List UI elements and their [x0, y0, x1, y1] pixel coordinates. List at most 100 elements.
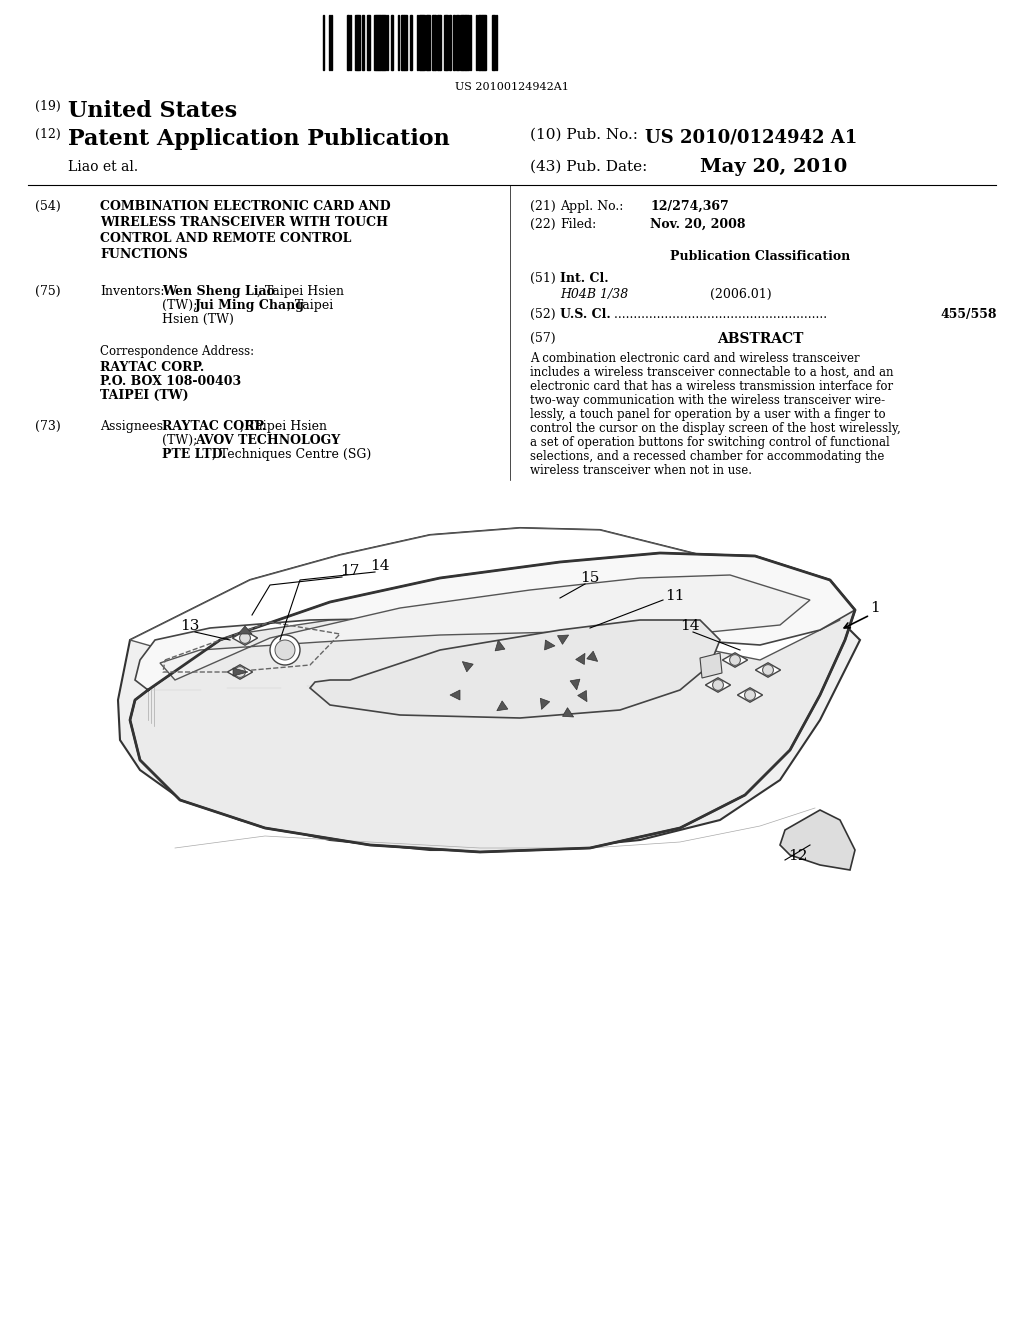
Text: (22): (22) [530, 218, 556, 231]
Text: Int. Cl.: Int. Cl. [560, 272, 608, 285]
Text: 12/274,367: 12/274,367 [650, 201, 729, 213]
Text: selections, and a recessed chamber for accommodating the: selections, and a recessed chamber for a… [530, 450, 885, 463]
Polygon shape [541, 698, 550, 709]
Text: Filed:: Filed: [560, 218, 596, 231]
Polygon shape [562, 708, 573, 717]
Text: Inventors:: Inventors: [100, 285, 165, 298]
Text: 17: 17 [340, 564, 359, 578]
Text: May 20, 2010: May 20, 2010 [700, 158, 847, 176]
Text: (54): (54) [35, 201, 60, 213]
Text: RAYTAC CORP.: RAYTAC CORP. [100, 360, 204, 374]
Text: Assignees:: Assignees: [100, 420, 167, 433]
Text: P.O. BOX 108-00403: P.O. BOX 108-00403 [100, 375, 241, 388]
Text: Wen Sheng Liao: Wen Sheng Liao [162, 285, 274, 298]
Polygon shape [232, 631, 258, 645]
Polygon shape [557, 635, 568, 644]
Circle shape [713, 680, 723, 690]
Text: includes a wireless transceiver connectable to a host, and an: includes a wireless transceiver connecta… [530, 366, 894, 379]
Polygon shape [227, 665, 253, 680]
Polygon shape [450, 690, 460, 700]
Text: 1: 1 [870, 601, 880, 615]
Text: United States: United States [68, 100, 238, 121]
Text: (43) Pub. Date:: (43) Pub. Date: [530, 160, 647, 174]
Text: Jui Ming Chang: Jui Ming Chang [195, 300, 305, 312]
Text: 14: 14 [680, 619, 699, 634]
Text: CONTROL AND REMOTE CONTROL: CONTROL AND REMOTE CONTROL [100, 232, 351, 246]
Text: Publication Classification: Publication Classification [670, 249, 850, 263]
Text: Correspondence Address:: Correspondence Address: [100, 345, 254, 358]
Polygon shape [118, 528, 860, 850]
Polygon shape [578, 690, 587, 702]
Bar [355, 15, 357, 70]
Text: FUNCTIONS: FUNCTIONS [100, 248, 187, 261]
Text: , Taipei: , Taipei [287, 300, 333, 312]
Bar [433, 15, 435, 70]
Text: A combination electronic card and wireless transceiver: A combination electronic card and wirele… [530, 352, 859, 366]
Text: (21): (21) [530, 201, 556, 213]
Polygon shape [495, 640, 505, 651]
Bar [358, 15, 360, 70]
Text: Liao et al.: Liao et al. [68, 160, 138, 174]
Polygon shape [233, 668, 248, 676]
Polygon shape [130, 553, 855, 851]
Text: H04B 1/38: H04B 1/38 [560, 288, 629, 301]
Circle shape [240, 632, 251, 643]
Text: PTE LTD.: PTE LTD. [162, 447, 226, 461]
Circle shape [270, 635, 300, 665]
Text: 13: 13 [180, 619, 200, 634]
Polygon shape [570, 678, 580, 690]
Polygon shape [780, 810, 855, 870]
Text: (73): (73) [35, 420, 60, 433]
Bar [374, 15, 376, 70]
Bar [384, 15, 386, 70]
Bar [428, 15, 430, 70]
Text: 11: 11 [665, 589, 684, 603]
Bar [480, 15, 482, 70]
Bar [460, 15, 462, 70]
Polygon shape [238, 626, 252, 634]
Polygon shape [160, 576, 810, 680]
Polygon shape [587, 651, 598, 661]
Polygon shape [722, 653, 748, 667]
Text: two-way communication with the wireless transceiver wire-: two-way communication with the wireless … [530, 393, 885, 407]
Text: wireless transceiver when not in use.: wireless transceiver when not in use. [530, 465, 752, 477]
Text: COMBINATION ELECTRONIC CARD AND: COMBINATION ELECTRONIC CARD AND [100, 201, 390, 213]
Text: WIRELESS TRANSCEIVER WITH TOUCH: WIRELESS TRANSCEIVER WITH TOUCH [100, 216, 388, 228]
Polygon shape [706, 677, 730, 692]
Bar [380, 15, 382, 70]
Bar [367, 15, 370, 70]
Bar [423, 15, 425, 70]
Text: , Taipei Hsien: , Taipei Hsien [240, 420, 327, 433]
Bar [402, 15, 404, 70]
Text: , Taipei Hsien: , Taipei Hsien [257, 285, 344, 298]
Bar [404, 15, 407, 70]
Polygon shape [130, 528, 840, 660]
Text: (75): (75) [35, 285, 60, 298]
Text: (51): (51) [530, 272, 556, 285]
Text: (2006.01): (2006.01) [710, 288, 772, 301]
Circle shape [763, 664, 773, 676]
Bar [463, 15, 465, 70]
Polygon shape [135, 553, 855, 690]
Circle shape [729, 655, 740, 665]
Text: , Techniques Centre (SG): , Techniques Centre (SG) [212, 447, 372, 461]
Text: 12: 12 [788, 849, 808, 863]
Bar [446, 15, 449, 70]
Text: (TW);: (TW); [162, 300, 202, 312]
Text: US 20100124942A1: US 20100124942A1 [455, 82, 569, 92]
Bar [438, 15, 440, 70]
Text: (10) Pub. No.:: (10) Pub. No.: [530, 128, 643, 143]
Text: (57): (57) [530, 333, 556, 345]
Text: (52): (52) [530, 308, 556, 321]
Circle shape [275, 640, 295, 660]
Text: Patent Application Publication: Patent Application Publication [68, 128, 450, 150]
Text: electronic card that has a wireless transmission interface for: electronic card that has a wireless tran… [530, 380, 893, 393]
Polygon shape [700, 653, 722, 678]
Bar [456, 15, 459, 70]
Polygon shape [463, 661, 473, 672]
Text: 14: 14 [370, 558, 389, 573]
Bar [362, 15, 364, 70]
Text: lessly, a touch panel for operation by a user with a finger to: lessly, a touch panel for operation by a… [530, 408, 886, 421]
Text: ABSTRACT: ABSTRACT [717, 333, 803, 346]
Text: (19): (19) [35, 100, 60, 114]
